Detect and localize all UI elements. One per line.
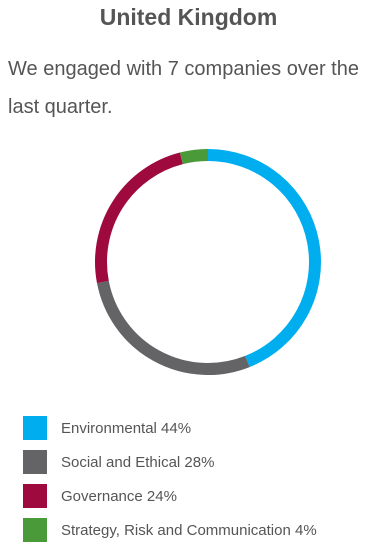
legend-label: Governance 24%	[61, 487, 177, 505]
donut-slice-strategy-risk-communication	[179, 149, 209, 165]
legend-label: Social and Ethical 28%	[61, 453, 215, 471]
legend-item-governance: Governance 24%	[23, 484, 317, 508]
donut-slice-environmental	[207, 149, 321, 368]
legend-swatch	[23, 416, 47, 440]
chart-legend: Environmental 44% Social and Ethical 28%…	[23, 416, 317, 552]
legend-item-strategy-risk-communication: Strategy, Risk and Communication 4%	[23, 518, 317, 542]
page-title: United Kingdom	[99, 4, 278, 30]
legend-swatch	[23, 484, 47, 508]
legend-swatch	[23, 518, 47, 542]
donut-slice-social-and-ethical	[97, 280, 250, 375]
legend-swatch	[23, 450, 47, 474]
donut-slice-governance	[95, 152, 183, 284]
legend-label: Strategy, Risk and Communication 4%	[61, 521, 317, 539]
legend-item-environmental: Environmental 44%	[23, 416, 317, 440]
page-subtitle: We engaged with 7 companies over the las…	[8, 58, 359, 118]
legend-item-social-and-ethical: Social and Ethical 28%	[23, 450, 317, 474]
donut-chart	[95, 149, 321, 375]
legend-label: Environmental 44%	[61, 419, 192, 437]
